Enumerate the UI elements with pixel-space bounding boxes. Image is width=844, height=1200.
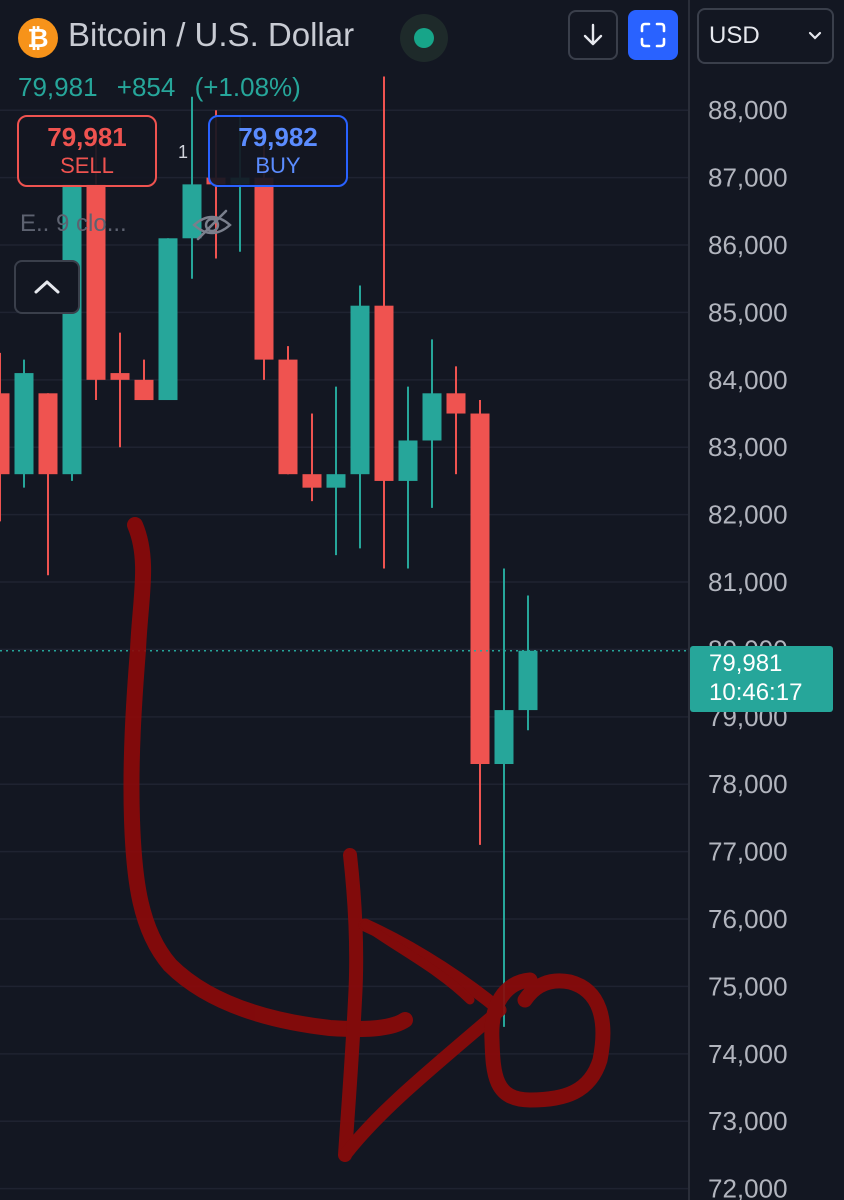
price-axis-label: 78,000 [708, 769, 788, 799]
quantity-value[interactable]: 1 [178, 142, 189, 162]
price-axis-label: 74,000 [708, 1039, 788, 1069]
fullscreen-icon [640, 22, 666, 48]
current-price-tag: 79,981 10:46:17 [690, 646, 833, 712]
price-axis-label: 86,000 [708, 230, 788, 260]
chevron-down-icon [808, 31, 822, 40]
arrow-down-icon [583, 23, 603, 46]
price-axis-label: 84,000 [708, 365, 788, 395]
currency-value: USD [709, 22, 760, 49]
buy-label: BUY [255, 153, 301, 179]
candle-body[interactable] [134, 379, 154, 401]
candle-body[interactable] [86, 184, 106, 380]
price-axis-label: 72,000 [708, 1174, 788, 1200]
candle-body[interactable] [158, 238, 178, 401]
candle-body[interactable] [110, 373, 130, 380]
price-axis-label: 85,000 [708, 297, 788, 327]
candle-body[interactable] [278, 359, 298, 475]
candle-body[interactable] [62, 184, 82, 475]
scroll-down-button[interactable] [568, 10, 618, 60]
candle-body[interactable] [14, 373, 34, 475]
price-axis-label: 81,000 [708, 567, 788, 597]
bitcoin-icon: ₿ [18, 18, 58, 58]
price-axis-label: 87,000 [708, 163, 788, 193]
candle-body[interactable] [374, 305, 394, 481]
price-summary: 79,981 +854 (+1.08%) [18, 72, 313, 103]
price-tag-countdown: 10:46:17 [709, 679, 802, 706]
candle-body[interactable] [422, 393, 442, 441]
price-change-percent: (+1.08%) [194, 72, 301, 102]
sell-label: SELL [60, 153, 114, 179]
candle-body[interactable] [326, 474, 346, 488]
price-axis-label: 76,000 [708, 904, 788, 934]
candle-body[interactable] [0, 393, 10, 475]
candle-body[interactable] [398, 440, 418, 481]
price-axis-label: 77,000 [708, 837, 788, 867]
chevron-up-icon [34, 280, 60, 294]
indicator-legend[interactable]: E.. 9 clo... [20, 210, 127, 237]
price-axis-label: 83,000 [708, 432, 788, 462]
candle-body[interactable] [350, 305, 370, 475]
candle-body[interactable] [518, 650, 538, 711]
market-status-icon[interactable] [400, 14, 448, 62]
buy-price: 79,982 [238, 122, 318, 153]
candle-body[interactable] [182, 184, 202, 239]
price-axis-label: 73,000 [708, 1106, 788, 1136]
candle-body[interactable] [302, 474, 322, 488]
candle-body[interactable] [494, 710, 514, 765]
buy-button[interactable]: 79,982 BUY [208, 115, 348, 187]
price-axis-label: 88,000 [708, 95, 788, 125]
price-axis-label: 75,000 [708, 971, 788, 1001]
last-price: 79,981 [18, 72, 98, 102]
symbol-title[interactable]: Bitcoin / U.S. Dollar [68, 16, 355, 53]
currency-select[interactable]: USD [697, 8, 834, 64]
candle-body[interactable] [470, 413, 490, 765]
sell-button[interactable]: 79,981 SELL [17, 115, 157, 187]
price-tag-price: 79,981 [709, 650, 782, 677]
price-change: +854 [116, 72, 176, 102]
fullscreen-button[interactable] [628, 10, 678, 60]
candle-body[interactable] [446, 393, 466, 414]
candle-body[interactable] [254, 177, 274, 360]
eye-hidden-icon[interactable] [190, 207, 234, 243]
sell-price: 79,981 [47, 122, 127, 153]
candle-body[interactable] [38, 393, 58, 475]
collapse-legend-button[interactable] [14, 260, 80, 314]
price-axis-label: 82,000 [708, 500, 788, 530]
hand-drawn-arrow-annotation [123, 517, 611, 1162]
